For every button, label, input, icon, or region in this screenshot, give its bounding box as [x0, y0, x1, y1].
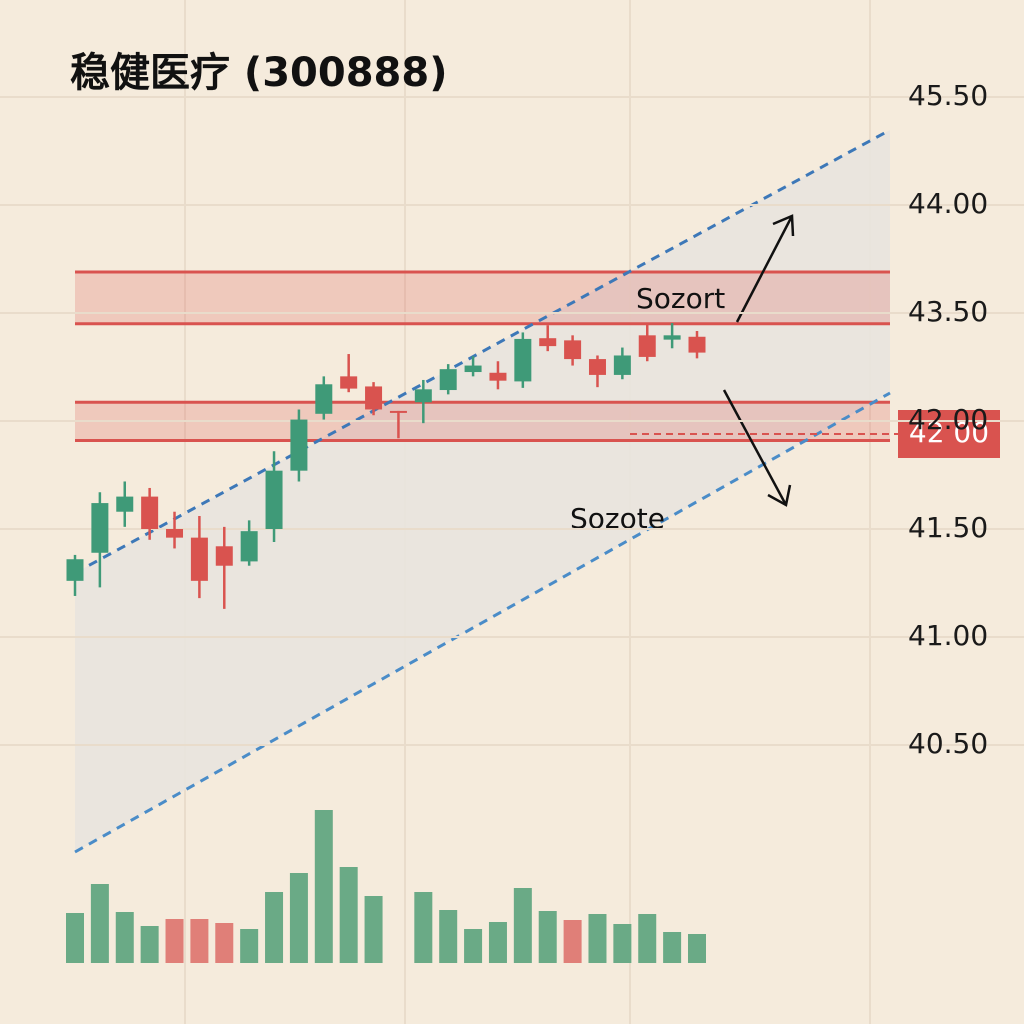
- candle-body: [663, 335, 681, 340]
- candle-body: [91, 503, 109, 553]
- channel-lower: [74, 391, 891, 854]
- volume-bar: [90, 884, 109, 963]
- candle-body: [514, 338, 532, 382]
- volume-bar: [588, 914, 607, 963]
- chart-title: 稳健医疗 (300888): [70, 50, 447, 96]
- channel-upper: [74, 128, 891, 575]
- candle-body: [414, 389, 432, 403]
- volume-bar: [339, 867, 358, 963]
- candle-body: [365, 386, 383, 410]
- volume-bar: [688, 934, 706, 963]
- volume-bar: [439, 910, 458, 963]
- volume-bar: [488, 922, 507, 963]
- y-tick-label: 41.50: [908, 511, 988, 544]
- candle-body: [638, 335, 656, 357]
- zone: [75, 271, 890, 324]
- volume-bar: [538, 911, 557, 963]
- candle-body: [215, 546, 233, 566]
- volume-bar: [414, 892, 433, 963]
- candle-body: [340, 376, 358, 389]
- y-tick-label: 40.50: [908, 727, 988, 760]
- y-tick-label: 44.00: [908, 187, 988, 220]
- volume-bar: [289, 873, 308, 963]
- channel-area: [75, 130, 890, 852]
- price-label-box: [898, 410, 1000, 458]
- candle-body: [66, 559, 84, 581]
- annotation: Sozort: [636, 282, 725, 315]
- volume-bar: [638, 914, 657, 963]
- candle-body: [265, 470, 283, 529]
- volume-bar: [165, 919, 184, 963]
- candle-body: [539, 338, 557, 347]
- volume-bar: [215, 923, 234, 963]
- volume-bar: [240, 929, 259, 963]
- volume-bar: [190, 919, 209, 963]
- volume-bar: [613, 924, 632, 963]
- candle-body: [116, 496, 134, 512]
- candle-body: [389, 410, 407, 413]
- volume-bar: [314, 810, 333, 963]
- arrows: [722, 214, 795, 507]
- candle-body: [489, 372, 507, 381]
- volume-bar: [115, 912, 134, 963]
- candle-body: [240, 531, 258, 562]
- candle-body: [141, 496, 159, 529]
- volume-bar: [66, 913, 84, 963]
- annotation: Sozote: [570, 502, 665, 535]
- y-tick-label: 45.50: [908, 79, 988, 112]
- candle-body: [190, 537, 208, 581]
- volume-bar: [464, 929, 483, 963]
- candle-body: [315, 384, 333, 414]
- y-tick-label: 41.00: [908, 619, 988, 652]
- candle-body: [588, 359, 606, 375]
- volume-bar: [140, 926, 159, 963]
- candle-body: [464, 365, 482, 373]
- volume-bar: [265, 892, 284, 963]
- candle-body: [613, 355, 631, 375]
- candle-body: [166, 529, 184, 538]
- volume-bar: [663, 932, 682, 963]
- y-tick-label: 43.50: [908, 295, 988, 328]
- y-tick-label: 42.00: [908, 403, 988, 436]
- volume-bar: [513, 888, 532, 963]
- candle-body: [439, 369, 457, 391]
- volume-bar: [364, 896, 383, 963]
- candle-body: [290, 419, 308, 471]
- candle-body: [564, 340, 582, 360]
- volume-bar: [563, 920, 582, 963]
- candle-body: [688, 336, 706, 353]
